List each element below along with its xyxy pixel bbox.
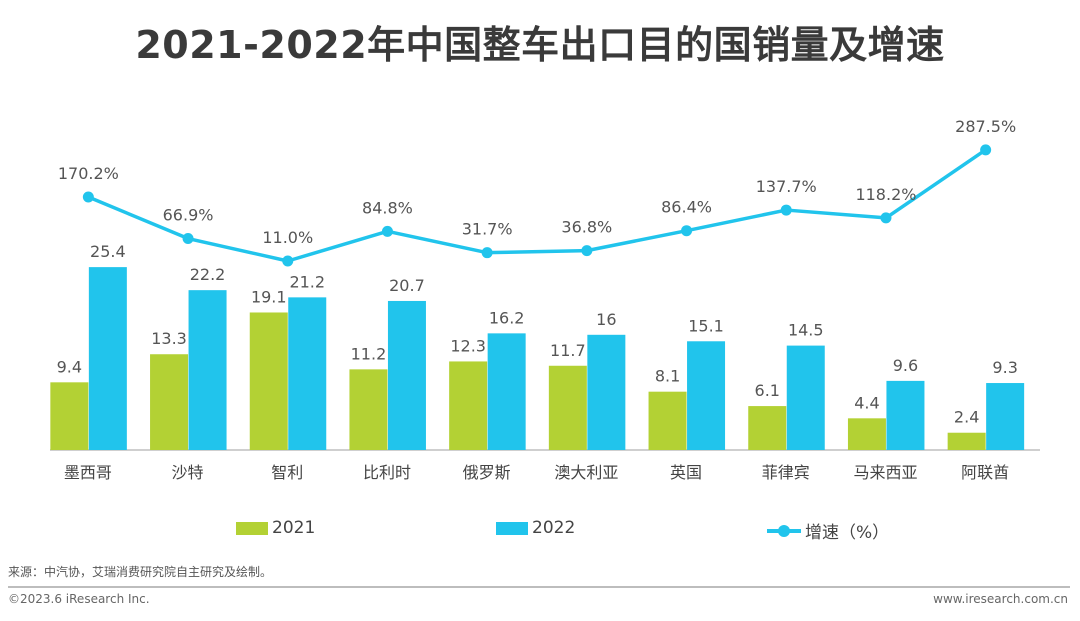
growth-label-5: 36.8% bbox=[561, 218, 612, 237]
data-label-2022-5: 16 bbox=[596, 310, 616, 329]
data-label-2021-8: 4.4 bbox=[854, 393, 879, 412]
category-label-4: 俄罗斯 bbox=[463, 463, 511, 482]
growth-label-6: 86.4% bbox=[661, 198, 712, 217]
growth-label-7: 137.7% bbox=[756, 177, 817, 196]
data-label-2022-3: 20.7 bbox=[389, 276, 425, 295]
source-note: 来源：中汽协，艾瑞消费研究院自主研究及绘制。 bbox=[8, 565, 273, 579]
growth-line bbox=[87, 148, 987, 263]
data-label-2022-2: 21.2 bbox=[289, 272, 325, 291]
legend-item-growth: 增速（%） bbox=[767, 518, 889, 543]
data-label-2021-7: 6.1 bbox=[755, 381, 780, 400]
growth-point-2 bbox=[282, 255, 294, 267]
data-label-2021-3: 11.2 bbox=[351, 344, 387, 363]
growth-label-1: 66.9% bbox=[163, 206, 214, 225]
bar-2021-4 bbox=[449, 361, 488, 450]
growth-label-8: 118.2% bbox=[855, 185, 916, 204]
category-label-0: 墨西哥 bbox=[64, 463, 112, 482]
growth-label-9: 287.5% bbox=[955, 117, 1016, 136]
category-label-7: 菲律宾 bbox=[762, 463, 810, 482]
growth-point-6 bbox=[681, 225, 693, 237]
bar-2022-6 bbox=[687, 341, 726, 450]
bar-2022-0 bbox=[88, 267, 127, 450]
growth-point-8 bbox=[880, 212, 892, 224]
bar-2021-5 bbox=[548, 365, 587, 450]
growth-point-1 bbox=[182, 233, 194, 245]
category-label-9: 阿联酋 bbox=[961, 463, 1009, 482]
bar-2022-8 bbox=[886, 380, 925, 450]
legend-item-2021: 2021 bbox=[236, 518, 315, 538]
chart-title: 2021-2022年中国整车出口目的国销量及增速 bbox=[135, 23, 945, 67]
category-label-8: 马来西亚 bbox=[853, 463, 917, 482]
data-label-2022-4: 16.2 bbox=[489, 308, 525, 327]
data-label-2021-9: 2.4 bbox=[954, 408, 979, 427]
data-label-2021-6: 8.1 bbox=[655, 367, 680, 386]
chart-plot: 9.4 25.4 13.3 22.2 19.121.2 11.2 20.7 12.316.2 1… bbox=[50, 117, 1040, 482]
bar-2021-8 bbox=[847, 418, 886, 450]
growth-label-2: 11.0% bbox=[262, 228, 313, 247]
bar-2022-1 bbox=[188, 290, 227, 450]
growth-point-7 bbox=[780, 204, 792, 216]
growth-point-3 bbox=[381, 225, 393, 237]
data-label-2022-0: 25.4 bbox=[90, 242, 126, 261]
data-label-2021-2: 19.1 bbox=[251, 287, 287, 306]
category-label-3: 比利时 bbox=[363, 463, 411, 482]
growth-label-3: 84.8% bbox=[362, 198, 413, 217]
growth-label-0: 170.2% bbox=[58, 164, 119, 183]
growth-label-4: 31.7% bbox=[462, 220, 513, 239]
bar-2022-7 bbox=[786, 345, 825, 450]
legend: 2021 2022 增速（%） bbox=[0, 518, 1080, 543]
legend-label-2021: 2021 bbox=[272, 518, 316, 538]
growth-point-9 bbox=[980, 144, 992, 156]
growth-point-4 bbox=[481, 247, 493, 259]
growth-point-0 bbox=[82, 191, 94, 203]
bar-2022-9 bbox=[986, 383, 1025, 450]
bar-2021-6 bbox=[648, 391, 687, 450]
data-label-2022-7: 14.5 bbox=[788, 321, 824, 340]
data-label-2021-5: 11.7 bbox=[550, 341, 586, 360]
data-label-2022-1: 22.2 bbox=[190, 265, 226, 284]
legend-label-growth: 增速（%） bbox=[805, 523, 890, 543]
data-label-2022-6: 15.1 bbox=[688, 316, 724, 335]
data-label-2022-8: 9.6 bbox=[893, 356, 918, 375]
legend-item-2022: 2022 bbox=[496, 518, 575, 538]
legend-swatch-2022 bbox=[496, 521, 528, 535]
category-label-1: 沙特 bbox=[172, 463, 204, 482]
bar-2021-3 bbox=[349, 369, 388, 450]
bar-2022-2 bbox=[288, 297, 327, 450]
bar-2022-4 bbox=[487, 333, 526, 450]
data-label-2022-9: 9.3 bbox=[992, 358, 1017, 377]
category-label-2: 智利 bbox=[271, 463, 303, 482]
category-label-6: 英国 bbox=[670, 463, 702, 482]
legend-swatch-2021 bbox=[236, 521, 268, 535]
data-label-2021-0: 9.4 bbox=[57, 357, 82, 376]
bar-2021-9 bbox=[947, 432, 986, 450]
growth-point-5 bbox=[581, 245, 593, 257]
website-link[interactable]: www.iresearch.com.cn bbox=[933, 592, 1068, 606]
bar-2021-1 bbox=[150, 354, 189, 450]
data-label-2021-4: 12.3 bbox=[450, 336, 486, 355]
category-label-5: 澳大利亚 bbox=[554, 463, 618, 482]
legend-label-2022: 2022 bbox=[532, 518, 576, 538]
bar-2021-2 bbox=[249, 312, 288, 450]
data-label-2021-1: 13.3 bbox=[151, 329, 187, 348]
bar-2022-3 bbox=[387, 300, 426, 450]
footer-divider bbox=[8, 586, 1070, 588]
bar-2021-0 bbox=[50, 382, 89, 450]
bar-2022-5 bbox=[587, 334, 626, 450]
bar-2021-7 bbox=[748, 406, 787, 450]
copyright: ©2023.6 iResearch Inc. bbox=[8, 592, 150, 606]
legend-line-marker-icon bbox=[767, 524, 801, 538]
